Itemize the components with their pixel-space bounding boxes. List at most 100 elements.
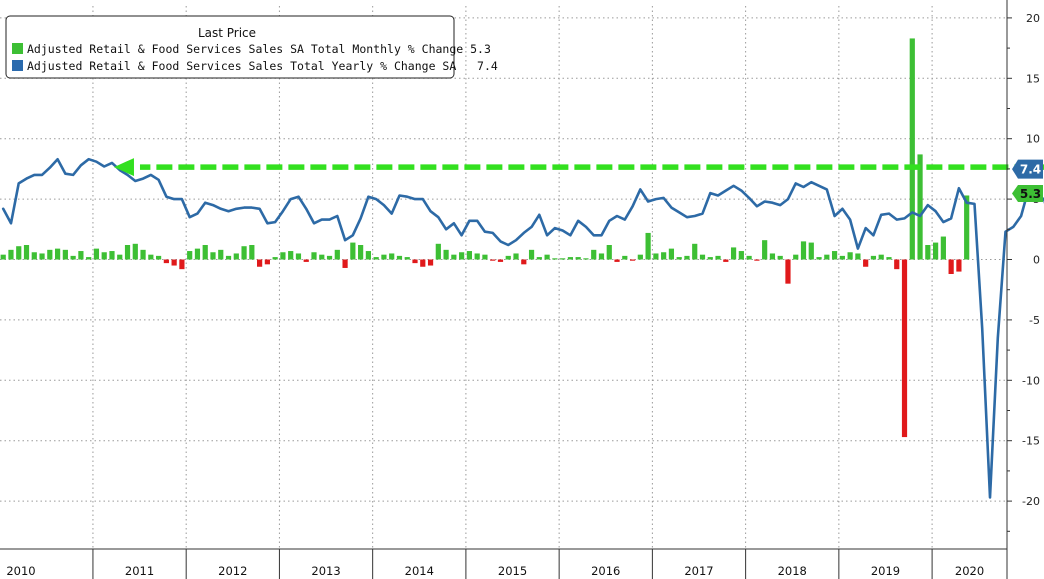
badge-yearly-value: 7.4 [1020, 163, 1041, 177]
monthly-bar [249, 245, 255, 260]
monthly-bar [560, 258, 566, 260]
monthly-bar [54, 248, 61, 260]
x-tick-label: 2015 [498, 564, 527, 578]
x-tick-label: 2011 [125, 564, 154, 578]
monthly-bar [8, 249, 14, 260]
monthly-bar [132, 243, 138, 260]
monthly-bar [746, 255, 752, 260]
monthly-bar [62, 249, 68, 260]
monthly-bar [878, 254, 884, 260]
y-tick-label: 0 [1033, 254, 1040, 267]
monthly-bar [303, 259, 309, 262]
monthly-bar [497, 259, 504, 262]
monthly-bar [591, 249, 597, 260]
last-value-badge-monthly: 5.3 [1012, 184, 1043, 202]
monthly-bar [676, 257, 682, 260]
monthly-bar [459, 252, 465, 260]
monthly-bar [824, 254, 830, 260]
monthly-bar [420, 259, 426, 267]
monthly-bar [109, 251, 115, 260]
monthly-bar [280, 252, 286, 260]
monthly-bar [684, 255, 690, 260]
monthly-bar [793, 254, 799, 260]
x-tick-label: 2017 [684, 564, 713, 578]
monthly-bar [342, 259, 348, 268]
monthly-bar [490, 259, 496, 261]
monthly-bar [583, 258, 589, 260]
monthly-bar [925, 245, 931, 260]
monthly-bar [39, 253, 45, 260]
monthly-bar [544, 254, 550, 260]
legend-entry-monthly: Adjusted Retail & Food Services Sales SA… [27, 42, 491, 56]
monthly-bar [886, 257, 892, 260]
monthly-bar [917, 154, 923, 260]
monthly-bar [93, 248, 100, 260]
monthly-bar [567, 257, 574, 260]
monthly-bar [513, 253, 519, 260]
monthly-bar [326, 255, 333, 260]
monthly-bar [140, 249, 146, 260]
monthly-bar [311, 252, 317, 260]
monthly-bar [552, 258, 558, 260]
legend-swatch-monthly [12, 43, 23, 54]
monthly-bar [956, 259, 962, 272]
monthly-bar [435, 243, 441, 260]
monthly-bar [653, 253, 659, 260]
monthly-bar [754, 259, 760, 261]
monthly-bar [723, 259, 729, 262]
yearly-series-line [1, 157, 1044, 499]
monthly-bar [785, 259, 791, 284]
legend-swatch-yearly [12, 60, 23, 71]
monthly-bar [23, 245, 30, 260]
monthly-bar [692, 243, 698, 260]
x-tick-label: 2010 [6, 564, 35, 578]
monthly-bar [839, 255, 845, 260]
monthly-bar [101, 252, 107, 260]
monthly-bar [730, 247, 737, 260]
badge-yearly-shape [1012, 159, 1043, 179]
monthly-bar [295, 253, 302, 260]
monthly-bar [412, 259, 418, 264]
monthly-bar [800, 241, 807, 260]
monthly-bar [194, 248, 201, 260]
yearly-line-layer [1, 157, 1044, 499]
monthly-bar [187, 251, 193, 260]
monthly-bar [148, 254, 154, 260]
annotation-arrowhead [113, 158, 134, 177]
monthly-bar [598, 253, 605, 260]
monthly-bar [707, 257, 713, 260]
monthly-bar [257, 259, 263, 267]
monthly-bar [901, 259, 908, 438]
monthly-bar [738, 251, 744, 260]
monthly-bar [855, 253, 861, 260]
badge-monthly-value: 5.3 [1020, 187, 1041, 201]
y-tick-label: 15 [1026, 72, 1040, 85]
monthly-bar [47, 249, 53, 260]
monthly-bar [443, 249, 449, 260]
y-tick-label: -5 [1029, 314, 1040, 327]
monthly-bar [427, 259, 434, 266]
monthly-bar [373, 257, 379, 260]
x-tick-label: 2020 [955, 564, 984, 578]
monthly-bar [124, 245, 131, 260]
x-tick-label: 2016 [591, 564, 620, 578]
monthly-bar [451, 254, 457, 260]
monthly-bar [870, 255, 877, 260]
monthly-bar [389, 253, 395, 260]
monthly-bar [396, 255, 403, 260]
monthly-bar [909, 38, 915, 260]
last-value-badge-yearly: 7.4 [1012, 159, 1043, 179]
monthly-bar [528, 249, 535, 260]
monthly-bar [614, 259, 620, 262]
x-tick-label: 2012 [218, 564, 247, 578]
monthly-bar [365, 251, 371, 260]
monthly-bar [225, 255, 232, 260]
monthly-bar [940, 236, 946, 260]
monthly-bar [86, 257, 92, 260]
x-tick-label: 2013 [311, 564, 340, 578]
x-tick-label: 2018 [778, 564, 807, 578]
monthly-bar [622, 255, 628, 260]
monthly-bar [179, 259, 185, 270]
